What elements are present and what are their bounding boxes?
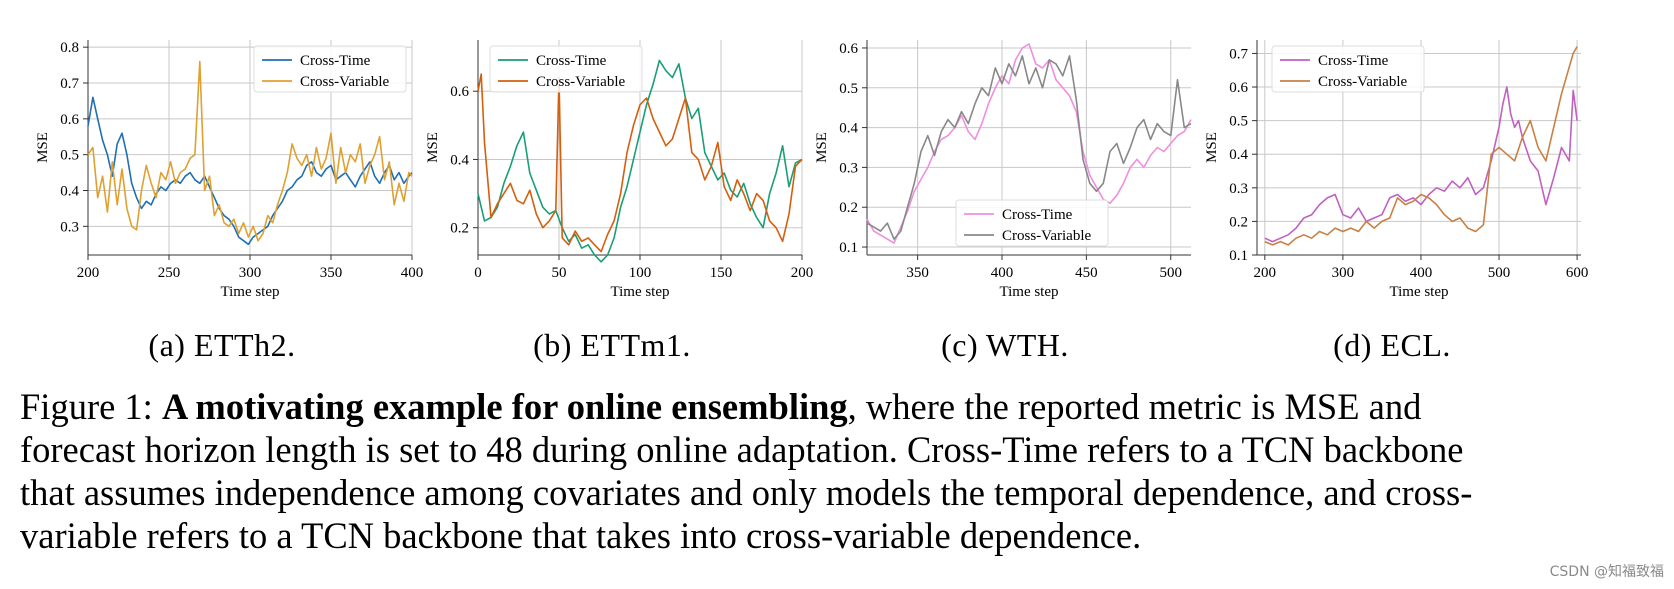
- y-tick-label: 0.7: [1229, 46, 1248, 62]
- chart-1: 200 250 300 350 400 0.3 0.4 0.5 0.6 0.7 0.8 Time st…: [35, 40, 423, 300]
- x-axis-label: Time step: [610, 284, 669, 300]
- x-tick-label: 350: [320, 265, 343, 281]
- x-tick-label: 150: [710, 265, 733, 281]
- x-tick-label: 450: [1075, 265, 1098, 281]
- series-line-cross-time: [866, 43, 1192, 244]
- y-axis-label: MSE: [35, 132, 51, 163]
- caption-prefix: Figure 1:: [20, 386, 162, 427]
- y-tick-label: 0.4: [1229, 147, 1248, 163]
- caption-bold: A motivating example for online ensembli…: [161, 386, 848, 427]
- series-line-cross-variable: [1264, 46, 1578, 246]
- charts-area: 200 250 300 350 400 0.3 0.4 0.5 0.6 0.7 0.8 Time st…: [35, 40, 1588, 300]
- chart-4: 200 300 400 500 600 0.1 0.2 0.3 0.4 0.5 0.6 0.7 Time…: [1204, 40, 1588, 300]
- y-tick-label: 0.2: [839, 200, 858, 216]
- y-tick-label: 0.4: [450, 152, 469, 168]
- x-axis-label: Time step: [999, 284, 1058, 300]
- x-tick-label: 50: [552, 265, 567, 281]
- y-tick-label: 0.5: [60, 148, 79, 164]
- caption-line1-rest: , where the reported metric is MSE and: [847, 386, 1422, 427]
- x-tick-label: 400: [991, 265, 1014, 281]
- series-line-cross-variable: [87, 60, 413, 242]
- series-line-cross-time: [87, 96, 413, 246]
- x-tick-label: 200: [77, 265, 100, 281]
- y-tick-label: 0.4: [839, 121, 858, 137]
- series-line-cross-variable: [477, 73, 803, 253]
- x-tick-label: 250: [158, 265, 181, 281]
- panel-caption-b: (b) ETTm1.: [533, 327, 691, 363]
- x-tick-label: 200: [1254, 265, 1277, 281]
- chart-2: 0 50 100 150 200 0.2 0.4 0.6 Time step MSE Cross-T…: [425, 40, 813, 300]
- y-tick-label: 0.2: [1229, 214, 1248, 230]
- legend-label: Cross-Variable: [1318, 74, 1407, 90]
- legend-label: Cross-Time: [536, 53, 607, 69]
- y-tick-label: 0.1: [839, 240, 858, 256]
- y-tick-label: 0.6: [839, 41, 858, 57]
- x-tick-label: 300: [239, 265, 262, 281]
- y-axis-label: MSE: [425, 132, 441, 163]
- panel-caption-c: (c) WTH.: [941, 327, 1069, 363]
- x-axis-label: Time step: [1389, 284, 1448, 300]
- figure-caption: Figure 1: A motivating example for onlin…: [20, 385, 1620, 557]
- series-line-cross-time: [477, 59, 803, 263]
- y-tick-label: 0.4: [60, 184, 79, 200]
- legend-label: Cross-Time: [1002, 207, 1073, 223]
- y-tick-label: 0.6: [450, 84, 469, 100]
- y-tick-label: 0.1: [1229, 248, 1248, 264]
- y-tick-label: 0.5: [839, 81, 858, 97]
- legend-label: Cross-Variable: [536, 74, 625, 90]
- y-tick-label: 0.2: [450, 221, 469, 237]
- panel-caption-a: (a) ETTh2.: [148, 327, 296, 363]
- x-tick-label: 400: [401, 265, 424, 281]
- y-tick-label: 0.3: [839, 160, 858, 176]
- legend-label: Cross-Variable: [1002, 228, 1091, 244]
- caption-line-4: variable refers to a TCN backbone that t…: [20, 515, 1142, 556]
- y-tick-label: 0.3: [60, 219, 79, 235]
- legend: Cross-Time Cross-Variable: [253, 45, 407, 93]
- watermark: CSDN @知福致福: [1549, 564, 1664, 580]
- legend: Cross-Time Cross-Variable: [489, 45, 643, 93]
- x-axis-label: Time step: [220, 284, 279, 300]
- y-tick-label: 0.6: [60, 112, 79, 128]
- legend: Cross-Time Cross-Variable: [1271, 45, 1425, 93]
- caption-line-1: Figure 1: A motivating example for onlin…: [20, 385, 1620, 428]
- x-tick-label: 500: [1488, 265, 1511, 281]
- legend: Cross-Time Cross-Variable: [955, 199, 1109, 247]
- series-line-cross-time: [1264, 86, 1578, 243]
- x-tick-label: 500: [1160, 265, 1183, 281]
- y-tick-label: 0.8: [60, 40, 79, 56]
- legend-label: Cross-Time: [1318, 53, 1389, 69]
- y-tick-label: 0.3: [1229, 181, 1248, 197]
- legend-label: Cross-Time: [300, 53, 371, 69]
- y-axis-label: MSE: [814, 132, 830, 163]
- y-tick-label: 0.5: [1229, 114, 1248, 130]
- x-tick-label: 100: [629, 265, 652, 281]
- legend-label: Cross-Variable: [300, 74, 389, 90]
- panel-caption-d: (d) ECL.: [1333, 327, 1451, 363]
- x-tick-label: 350: [906, 265, 929, 281]
- x-tick-label: 400: [1410, 265, 1433, 281]
- series-line-cross-variable: [866, 55, 1192, 240]
- chart-3: 350 400 450 500 0.1 0.2 0.3 0.4 0.5 0.6 Time step M…: [814, 40, 1192, 300]
- y-tick-label: 0.7: [60, 76, 79, 92]
- y-axis-label: MSE: [1204, 132, 1220, 163]
- x-tick-label: 300: [1332, 265, 1355, 281]
- y-tick-label: 0.6: [1229, 80, 1248, 96]
- x-tick-label: 600: [1566, 265, 1589, 281]
- caption-line-2: forecast horizon length is set to 48 dur…: [20, 429, 1464, 470]
- caption-line-3: that assumes independence among covariat…: [20, 472, 1473, 513]
- x-tick-label: 200: [791, 265, 814, 281]
- x-tick-label: 0: [474, 265, 482, 281]
